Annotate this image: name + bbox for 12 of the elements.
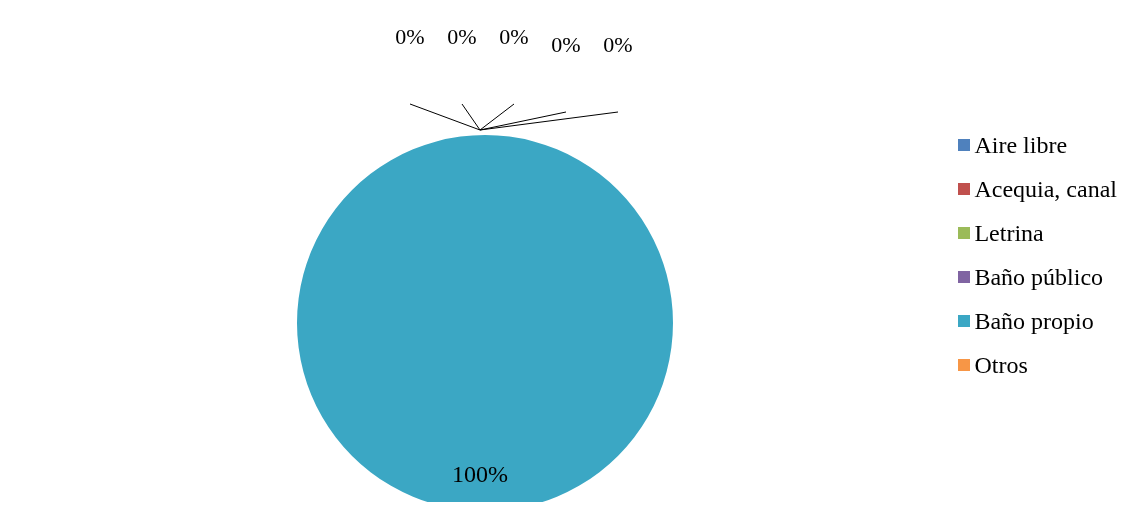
text: 0% <box>551 32 581 57</box>
text: 0% <box>499 24 529 49</box>
legend-label: Acequia, canal <box>974 175 1117 203</box>
text: 0% <box>447 24 477 49</box>
text: 0% <box>395 24 425 49</box>
legend-label: Baño público <box>974 263 1104 291</box>
text: 0% <box>603 32 633 57</box>
data-label: 100% <box>452 461 508 488</box>
legend-label: Baño propio <box>974 307 1094 335</box>
legend-label: Aire libre <box>974 131 1068 159</box>
legend-label: Letrina <box>974 219 1044 247</box>
legend-label: Otros <box>974 351 1028 379</box>
